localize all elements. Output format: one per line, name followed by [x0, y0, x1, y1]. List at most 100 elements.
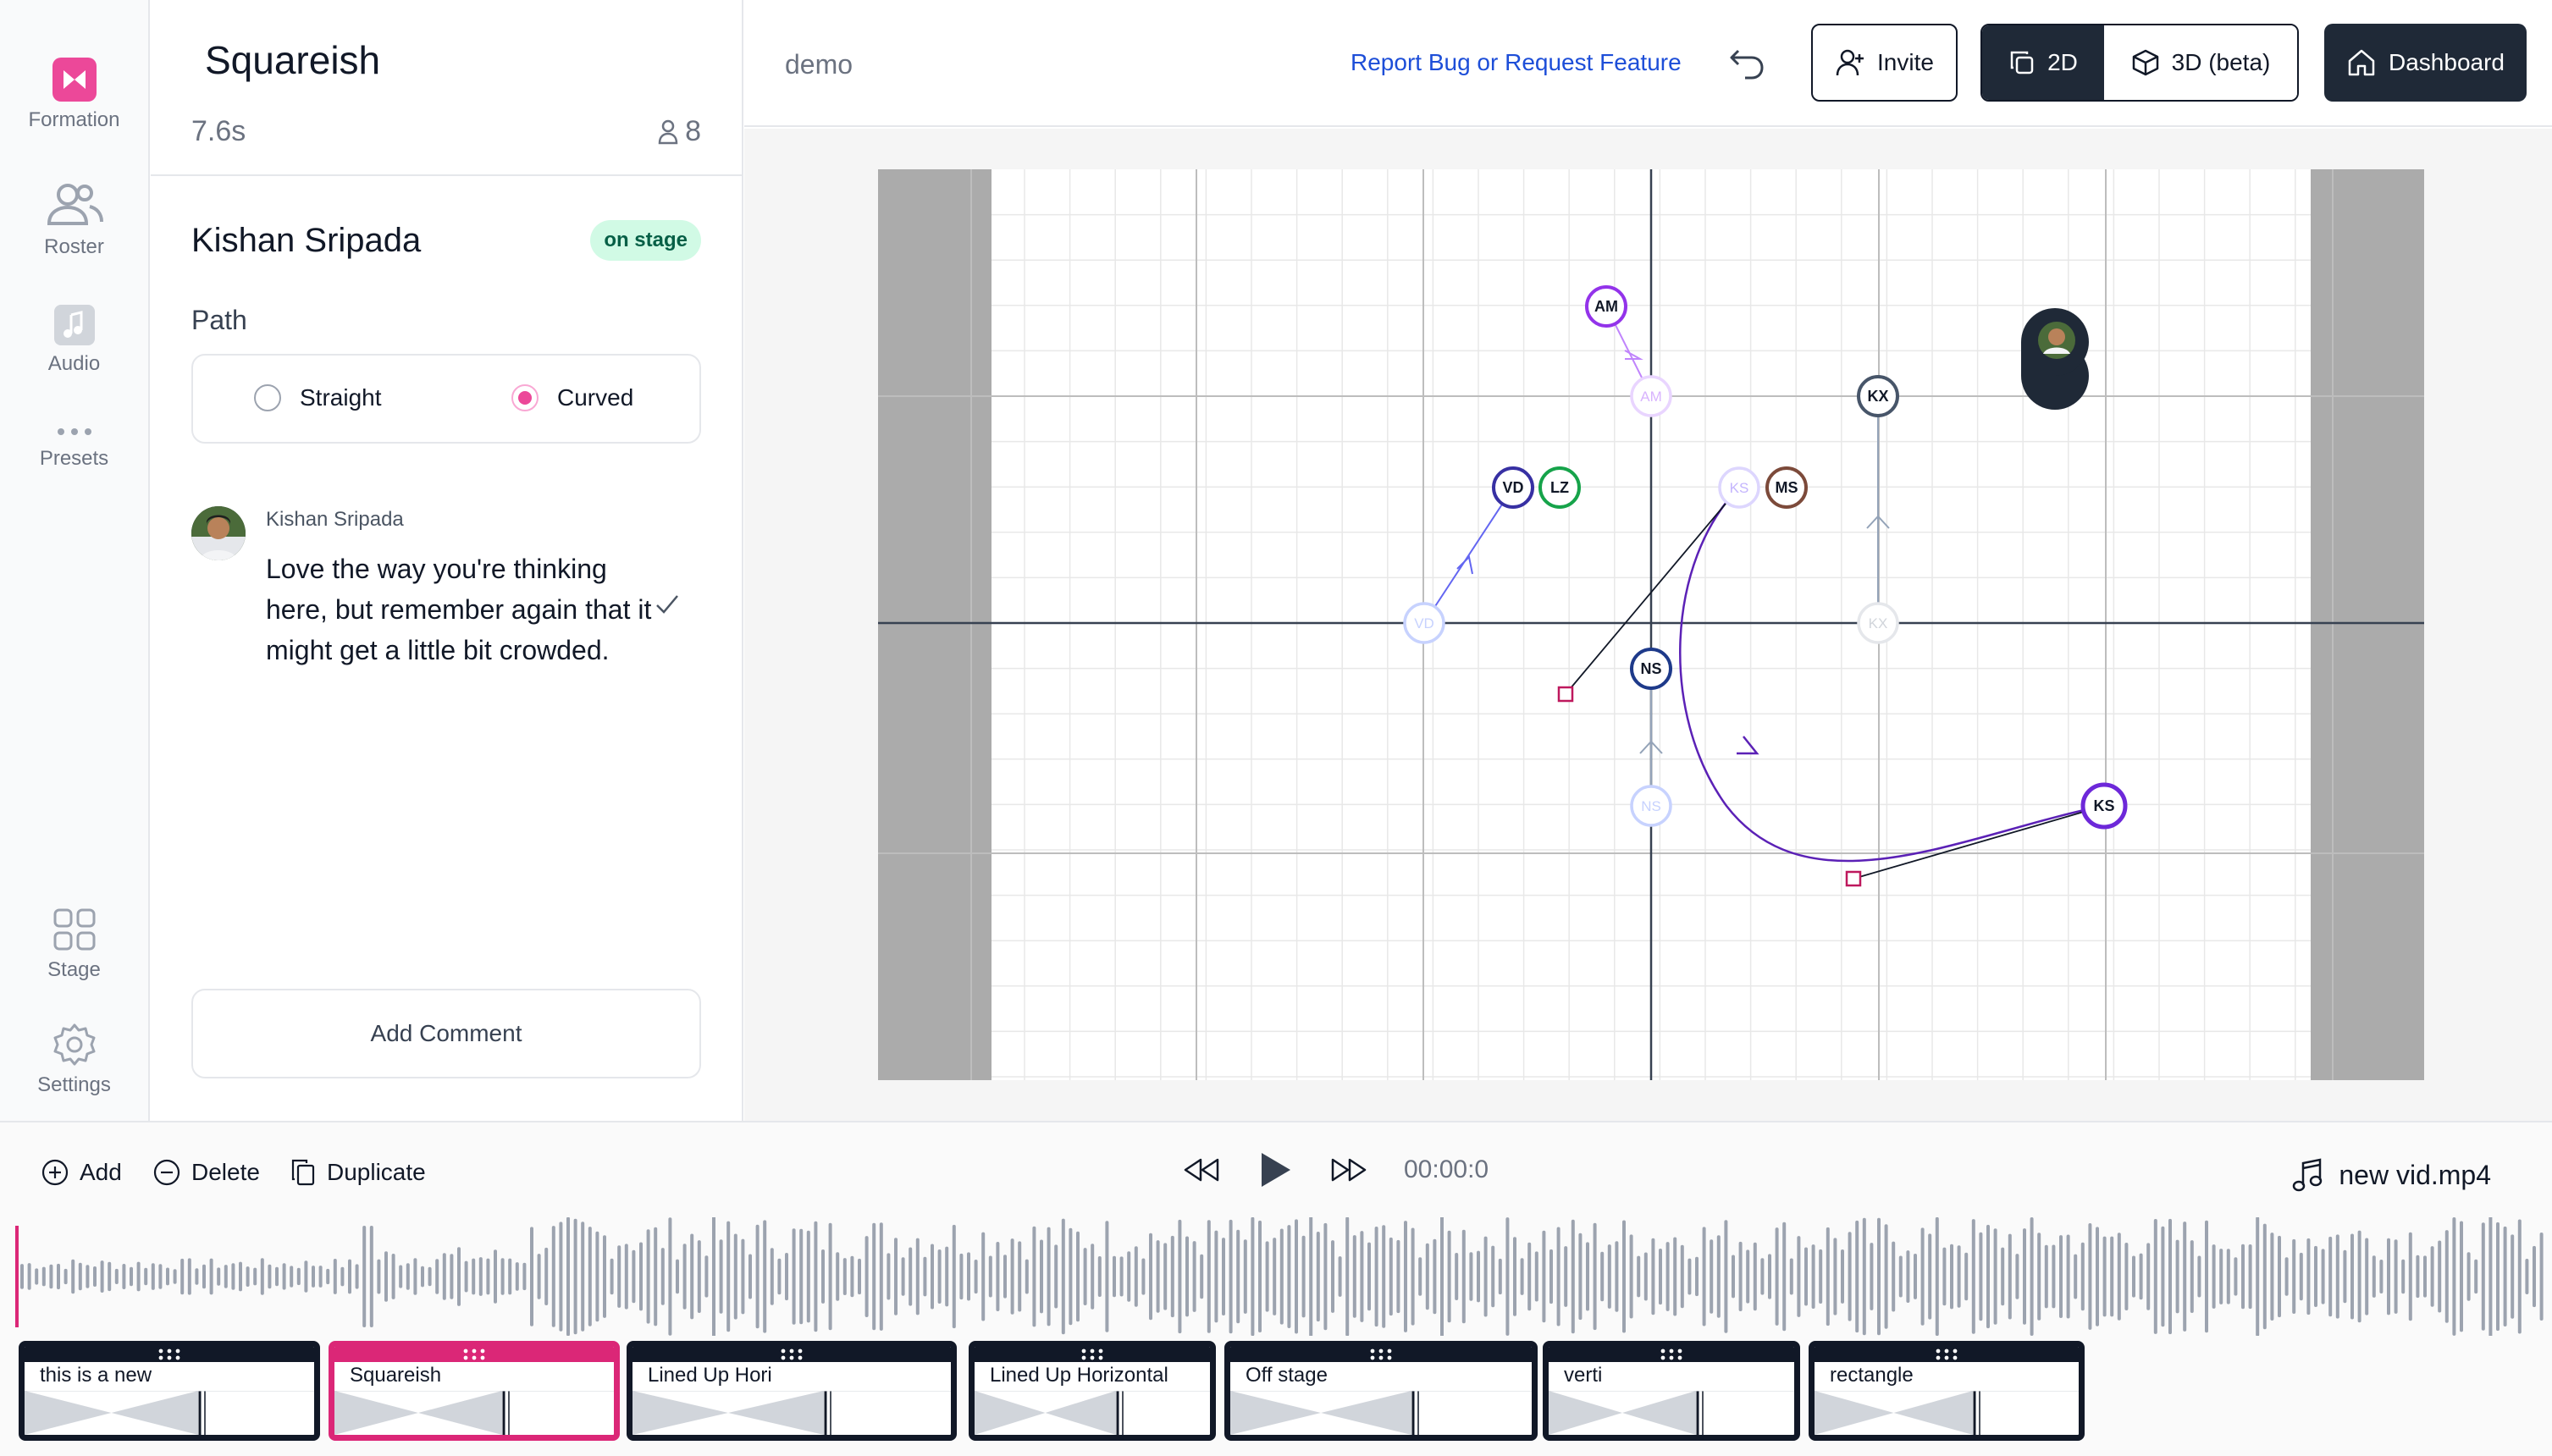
waveform-bar [1607, 1244, 1611, 1309]
audio-file[interactable]: new vid.mp4 [2291, 1156, 2491, 1194]
view-2d-button[interactable]: 2D [1982, 25, 2104, 100]
path-curved-radio[interactable]: Curved [511, 384, 633, 411]
dancer-am[interactable]: AM [1585, 285, 1627, 328]
waveform-bar [500, 1258, 505, 1295]
waveform-bar [1360, 1231, 1364, 1322]
nav-item-presets[interactable]: Presets [0, 423, 148, 471]
invite-button[interactable]: Invite [1811, 24, 1958, 102]
dashboard-button[interactable]: Dashboard [2324, 24, 2527, 102]
drag-grip-icon[interactable] [1368, 1347, 1394, 1362]
formation-card[interactable]: Lined Up Hori [627, 1341, 957, 1441]
drag-grip-icon[interactable] [157, 1347, 182, 1362]
duplicate-icon [291, 1159, 315, 1186]
dancer-ks-selected[interactable]: KS [2080, 782, 2128, 830]
add-formation-button[interactable]: Add [41, 1158, 122, 1187]
nav-item-settings[interactable]: Settings [0, 1023, 148, 1097]
rewind-icon[interactable] [1182, 1156, 1221, 1183]
waveform-bar [668, 1217, 672, 1336]
resolve-check-icon[interactable] [654, 591, 681, 618]
formation-title[interactable]: Squareish [205, 38, 381, 82]
grid-icon [53, 908, 95, 951]
waveform-bar [428, 1266, 432, 1287]
waveform-bar [144, 1267, 148, 1286]
path-options: Straight Curved [191, 354, 701, 444]
formation-card[interactable]: Squareish [329, 1341, 620, 1441]
drag-grip-icon[interactable] [1080, 1347, 1105, 1362]
duplicate-formation-button[interactable]: Duplicate [290, 1158, 426, 1187]
waveform-bar [1760, 1258, 1765, 1295]
formation-card[interactable]: verti [1543, 1341, 1800, 1441]
music-note-icon [53, 305, 95, 345]
waveform-bar [312, 1266, 315, 1288]
play-icon[interactable] [1257, 1150, 1294, 1190]
waveform-bar [20, 1264, 24, 1289]
drag-grip-icon[interactable] [1659, 1347, 1684, 1362]
invite-label: Invite [1877, 49, 1934, 75]
cube-icon [2132, 49, 2158, 76]
path-straight-radio[interactable]: Straight [254, 384, 382, 411]
waveform-bar [1914, 1254, 1917, 1299]
waveform-bar [1659, 1249, 1662, 1305]
delete-formation-button[interactable]: Delete [152, 1158, 260, 1187]
waveform-bar [442, 1253, 446, 1300]
formation-card[interactable]: rectangle [1809, 1341, 2085, 1441]
undo-icon[interactable] [1726, 42, 1767, 83]
view-2d-label: 2D [2047, 49, 2078, 75]
waveform-bar [1461, 1229, 1466, 1324]
nav-item-roster[interactable]: Roster [0, 181, 148, 259]
waveform-bar [64, 1268, 68, 1285]
drag-grip-icon[interactable] [461, 1347, 487, 1362]
nav-item-audio[interactable]: Audio [0, 305, 148, 376]
waveform-bar [464, 1260, 468, 1293]
nav-item-formation[interactable]: Formation [0, 58, 148, 132]
waveform-bar [1906, 1250, 1910, 1303]
drag-grip-icon[interactable] [1934, 1347, 1959, 1362]
waveform-bar [1549, 1249, 1553, 1304]
waveform-bar [377, 1259, 381, 1294]
report-bug-link[interactable]: Report Bug or Request Feature [1351, 49, 1682, 75]
stage-canvas[interactable]: AM VD KS KX NS AM VD LZ [744, 129, 2552, 1121]
path-straight-label: Straight [300, 384, 382, 411]
playhead[interactable] [15, 1226, 19, 1327]
formation-card[interactable]: Lined Up Horizontal [969, 1341, 1216, 1441]
audio-waveform[interactable] [0, 1217, 2552, 1336]
waveform-bar [2423, 1255, 2427, 1298]
waveform-bar [566, 1217, 570, 1336]
formation-card[interactable]: Off stage [1224, 1341, 1538, 1441]
dancer-ms[interactable]: MS [1765, 466, 1808, 509]
dancer-ns[interactable]: NS [1630, 648, 1672, 690]
waveform-bar [763, 1220, 767, 1333]
waveform-bar [217, 1267, 221, 1286]
waveform-bar [2357, 1230, 2361, 1323]
waveform-bar [1214, 1230, 1218, 1323]
waveform-bar [1870, 1243, 1874, 1310]
dancer-count-value: 8 [685, 115, 701, 147]
waveform-bar [2117, 1233, 2121, 1321]
formation-card[interactable]: this is a new [19, 1341, 320, 1441]
waveform-bar [1192, 1241, 1196, 1312]
waveform-bar [712, 1217, 715, 1336]
dancer-kx[interactable]: KX [1857, 375, 1899, 417]
dancer-lz[interactable]: LZ [1538, 466, 1581, 509]
view-toggle: 2D 3D (beta) [1980, 24, 2299, 102]
waveform-bar [2466, 1252, 2471, 1301]
view-3d-button[interactable]: 3D (beta) [2104, 25, 2297, 100]
drag-grip-icon[interactable] [779, 1347, 804, 1362]
waveform-bar [1964, 1252, 1969, 1301]
waveform-bar [639, 1242, 643, 1311]
waveform-bar [1163, 1243, 1168, 1310]
project-name[interactable]: demo [785, 49, 853, 80]
dancer-vd[interactable]: VD [1492, 466, 1534, 509]
waveform-bar [340, 1266, 345, 1287]
waveform-bar [660, 1248, 665, 1305]
nav-label-roster: Roster [44, 235, 104, 258]
formation-card-name: Squareish [350, 1364, 442, 1387]
music-note-icon [2293, 1158, 2323, 1192]
add-comment-button[interactable]: Add Comment [191, 989, 701, 1078]
nav-item-stage[interactable]: Stage [0, 907, 148, 982]
waveform-bar [1018, 1241, 1022, 1312]
waveform-bar [595, 1231, 599, 1322]
waveform-bar [2015, 1254, 2019, 1299]
waveform-bar [610, 1258, 614, 1295]
fast-forward-icon[interactable] [1329, 1156, 1368, 1183]
